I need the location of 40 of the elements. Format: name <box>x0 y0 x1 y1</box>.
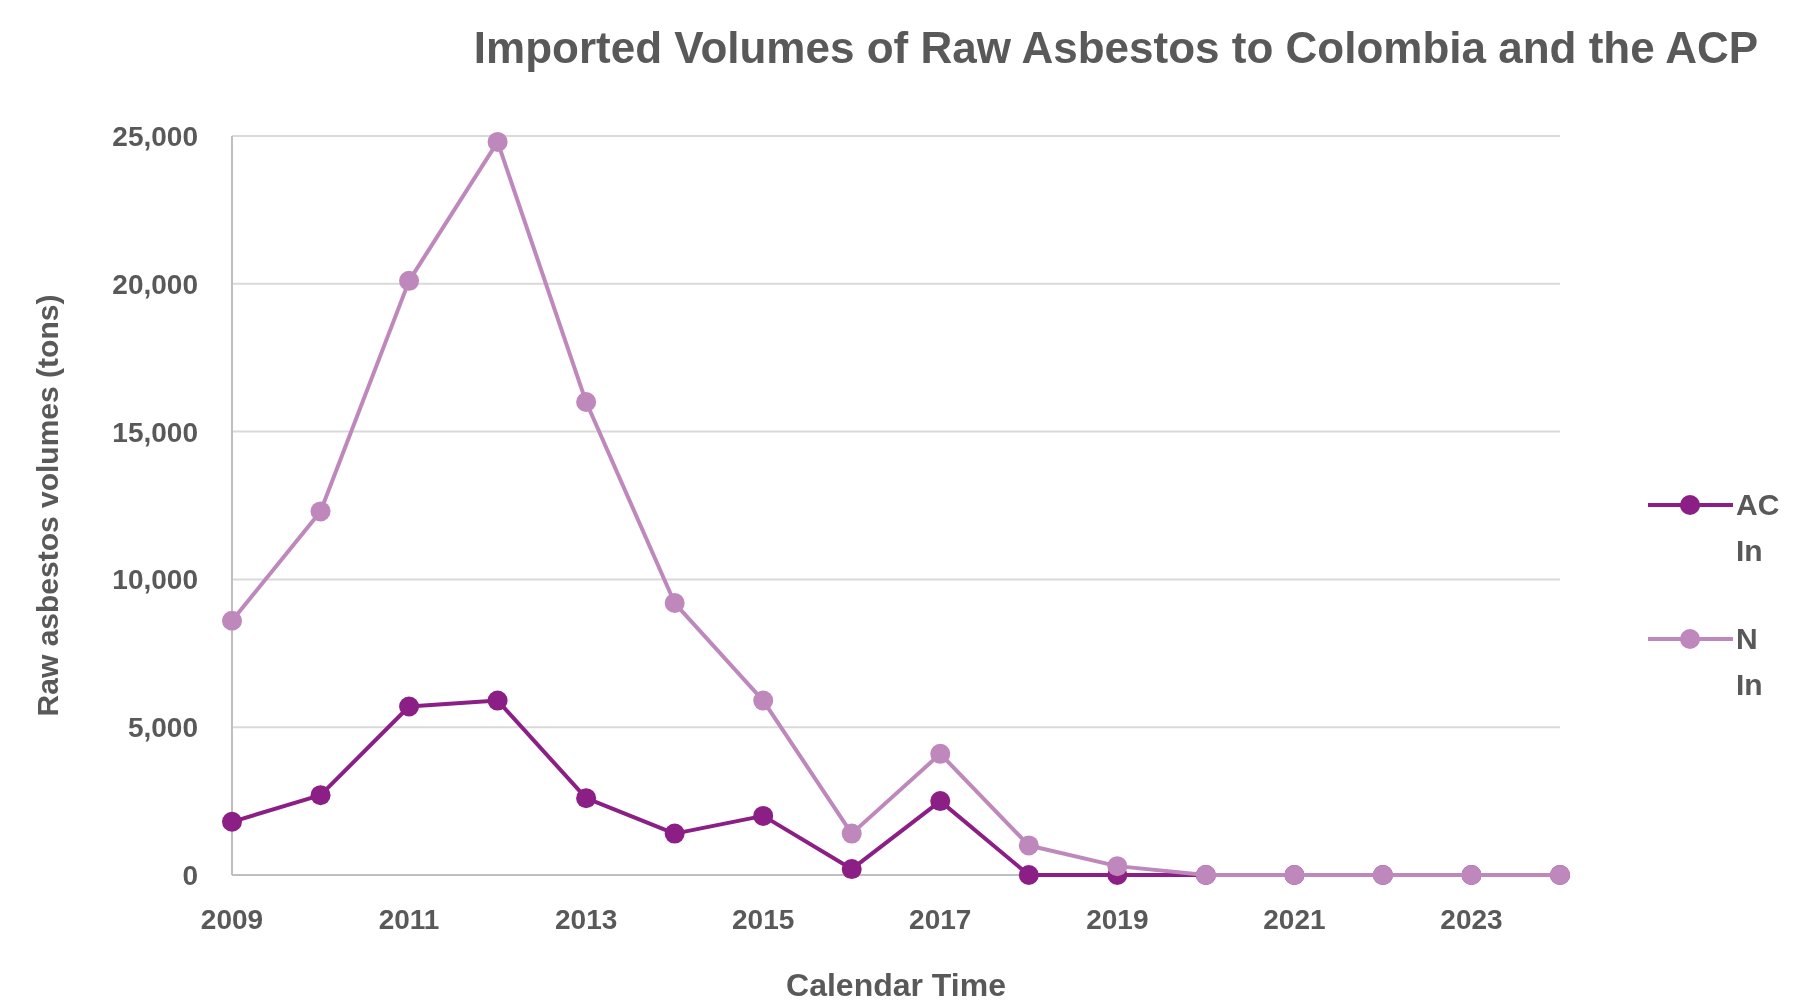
point <box>753 805 774 826</box>
point <box>487 131 508 152</box>
point <box>576 392 597 413</box>
point <box>664 593 685 614</box>
point <box>222 811 242 832</box>
y-axis-title: Raw asbestos volumes (tons) <box>31 294 64 717</box>
point <box>841 823 862 844</box>
x-tick-label: 2019 <box>1086 904 1149 935</box>
point <box>1107 856 1128 877</box>
x-tick-label: 2013 <box>554 904 618 935</box>
point <box>753 690 774 711</box>
point <box>487 690 508 711</box>
point <box>1018 865 1039 885</box>
x-axis-title: Calendar Time <box>786 967 1006 1003</box>
chart-title: Imported Volumes of Raw Asbestos to Colombia and the ACP <box>473 23 1759 72</box>
x-tick-label: 2023 <box>1440 904 1503 935</box>
x-tick-label: 2009 <box>200 904 264 935</box>
point <box>576 788 597 809</box>
point <box>930 743 951 764</box>
y-tick-label: 5,000 <box>127 712 198 744</box>
x-tick-label: 2015 <box>732 904 795 935</box>
x-tick-label: 2021 <box>1263 904 1326 935</box>
point <box>222 610 242 631</box>
point <box>310 785 331 806</box>
point <box>664 823 685 844</box>
x-tick-label: 2011 <box>378 904 440 935</box>
point <box>841 859 862 880</box>
point <box>930 791 951 812</box>
y-tick-label: 25,000 <box>112 121 198 152</box>
point <box>399 696 420 717</box>
y-tick-label: 0 <box>182 860 198 891</box>
y-tick-label: 15,000 <box>112 416 198 448</box>
point <box>399 270 420 291</box>
y-tick-label: 10,000 <box>112 564 198 596</box>
point <box>1018 835 1039 856</box>
y-tick-label: 20,000 <box>112 268 198 300</box>
legend-label: N In <box>1736 622 1763 701</box>
legend-label: AC In <box>1736 488 1780 567</box>
point <box>310 501 331 522</box>
x-tick-label: 2017 <box>909 904 972 935</box>
